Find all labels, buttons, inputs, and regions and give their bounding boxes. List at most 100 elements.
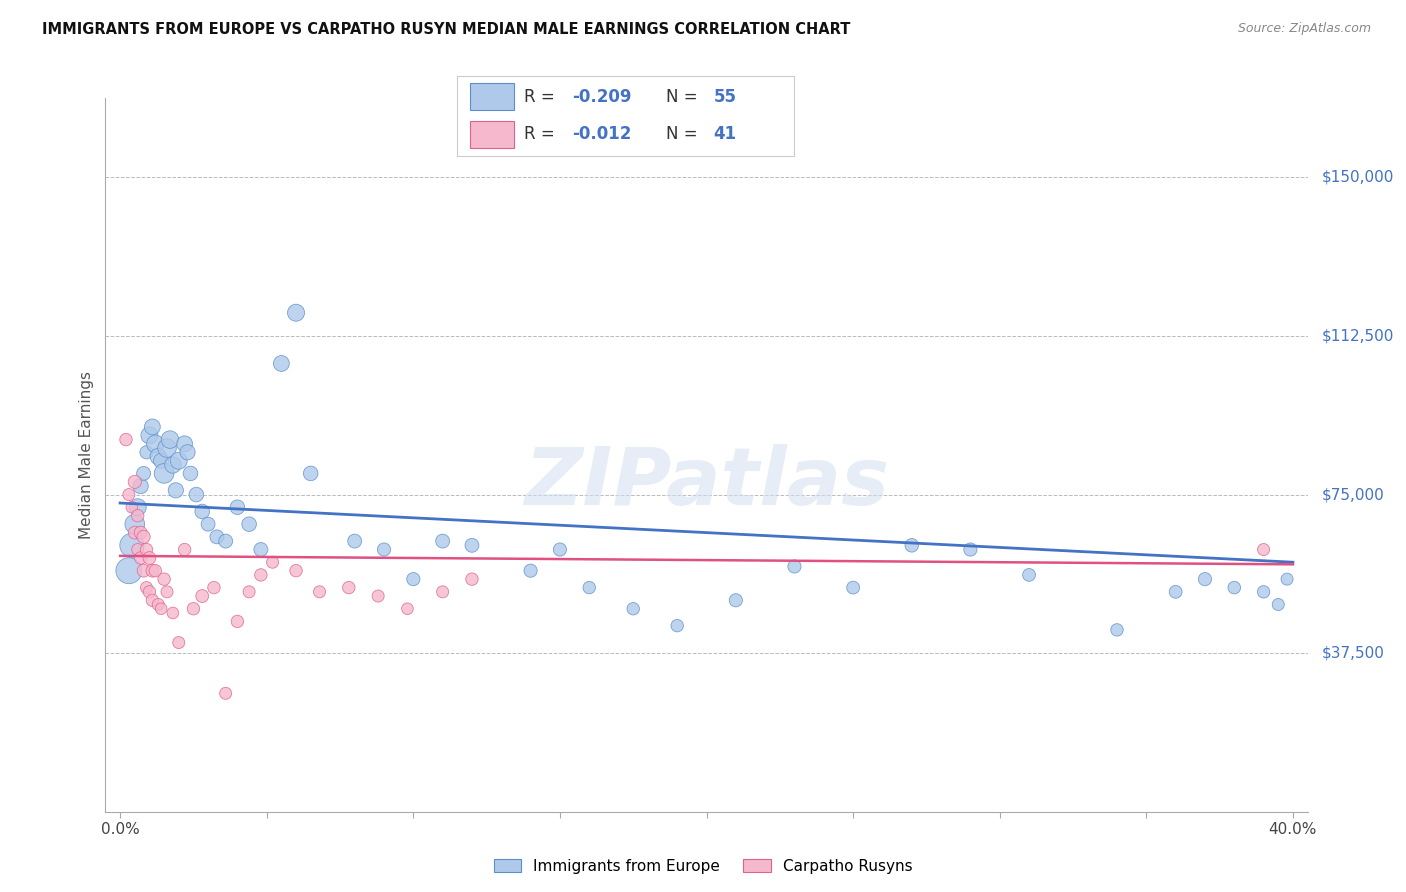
Point bbox=[432, 584, 454, 599]
Point bbox=[959, 542, 981, 557]
Point bbox=[191, 504, 214, 518]
Point bbox=[148, 450, 170, 464]
Point bbox=[173, 437, 195, 451]
Point bbox=[1223, 581, 1246, 595]
Text: IMMIGRANTS FROM EUROPE VS CARPATHO RUSYN MEDIAN MALE EARNINGS CORRELATION CHART: IMMIGRANTS FROM EUROPE VS CARPATHO RUSYN… bbox=[42, 22, 851, 37]
Bar bbox=[471, 120, 515, 148]
Point bbox=[337, 581, 360, 595]
Point bbox=[127, 508, 149, 523]
Point bbox=[900, 538, 922, 552]
Point bbox=[666, 618, 689, 632]
Point bbox=[143, 437, 166, 451]
Point bbox=[127, 500, 149, 515]
Point bbox=[461, 538, 484, 552]
Point bbox=[156, 441, 179, 455]
Point bbox=[138, 428, 160, 442]
Text: ZIPatlas: ZIPatlas bbox=[524, 444, 889, 523]
Legend: Immigrants from Europe, Carpatho Rusyns: Immigrants from Europe, Carpatho Rusyns bbox=[488, 853, 918, 880]
Point bbox=[285, 564, 308, 578]
Point bbox=[262, 555, 284, 569]
Point bbox=[214, 686, 236, 700]
Point bbox=[238, 517, 260, 532]
Point bbox=[842, 581, 865, 595]
Point bbox=[124, 525, 146, 540]
Point bbox=[148, 598, 170, 612]
Point bbox=[1105, 623, 1128, 637]
Point bbox=[202, 581, 225, 595]
Point bbox=[121, 538, 143, 552]
Point bbox=[373, 542, 395, 557]
Point bbox=[1018, 568, 1040, 582]
Point bbox=[153, 467, 176, 481]
Point bbox=[132, 530, 155, 544]
Point bbox=[124, 517, 146, 532]
Point bbox=[1275, 572, 1298, 586]
Point bbox=[1267, 598, 1289, 612]
Text: N =: N = bbox=[666, 125, 703, 143]
Text: $112,500: $112,500 bbox=[1322, 328, 1393, 343]
Point bbox=[135, 542, 157, 557]
Point bbox=[186, 487, 208, 501]
Point bbox=[141, 564, 163, 578]
Point bbox=[250, 542, 273, 557]
Point bbox=[1164, 584, 1187, 599]
Point bbox=[167, 454, 190, 468]
Point bbox=[226, 615, 249, 629]
Point bbox=[621, 601, 644, 615]
Point bbox=[783, 559, 806, 574]
Point bbox=[367, 589, 389, 603]
Point bbox=[191, 589, 214, 603]
Point bbox=[138, 584, 160, 599]
Point bbox=[205, 530, 228, 544]
Text: 41: 41 bbox=[713, 125, 737, 143]
Point bbox=[167, 635, 190, 649]
Text: $75,000: $75,000 bbox=[1322, 487, 1385, 502]
Point bbox=[285, 306, 308, 320]
Point bbox=[461, 572, 484, 586]
Point bbox=[519, 564, 541, 578]
Point bbox=[132, 467, 155, 481]
Point bbox=[118, 564, 141, 578]
Point bbox=[1253, 584, 1275, 599]
Point bbox=[1253, 542, 1275, 557]
Point bbox=[238, 584, 260, 599]
Point bbox=[118, 487, 141, 501]
Point bbox=[308, 584, 330, 599]
Point bbox=[150, 454, 173, 468]
Point bbox=[159, 433, 181, 447]
Point bbox=[724, 593, 747, 607]
Point bbox=[176, 445, 198, 459]
Point bbox=[432, 534, 454, 549]
Point bbox=[183, 601, 205, 615]
Point bbox=[141, 420, 163, 434]
Point bbox=[121, 500, 143, 515]
Point bbox=[173, 542, 195, 557]
Point bbox=[115, 433, 138, 447]
Point bbox=[548, 542, 571, 557]
Point bbox=[162, 458, 184, 472]
Point bbox=[578, 581, 600, 595]
Point bbox=[135, 581, 157, 595]
Point bbox=[214, 534, 236, 549]
Point bbox=[143, 564, 166, 578]
Text: $150,000: $150,000 bbox=[1322, 169, 1393, 185]
Point bbox=[124, 475, 146, 489]
Point bbox=[150, 601, 173, 615]
Point bbox=[156, 584, 179, 599]
Point bbox=[138, 551, 160, 566]
Text: $37,500: $37,500 bbox=[1322, 646, 1385, 661]
Point bbox=[1194, 572, 1216, 586]
Point bbox=[165, 483, 187, 498]
Point bbox=[129, 551, 152, 566]
Point bbox=[132, 564, 155, 578]
Text: -0.209: -0.209 bbox=[572, 87, 631, 105]
Point bbox=[396, 601, 419, 615]
Point bbox=[402, 572, 425, 586]
Point bbox=[179, 467, 201, 481]
Bar bbox=[471, 83, 515, 111]
Point bbox=[226, 500, 249, 515]
Text: Source: ZipAtlas.com: Source: ZipAtlas.com bbox=[1237, 22, 1371, 36]
Point bbox=[270, 356, 292, 370]
Point bbox=[129, 479, 152, 493]
Point bbox=[299, 467, 322, 481]
